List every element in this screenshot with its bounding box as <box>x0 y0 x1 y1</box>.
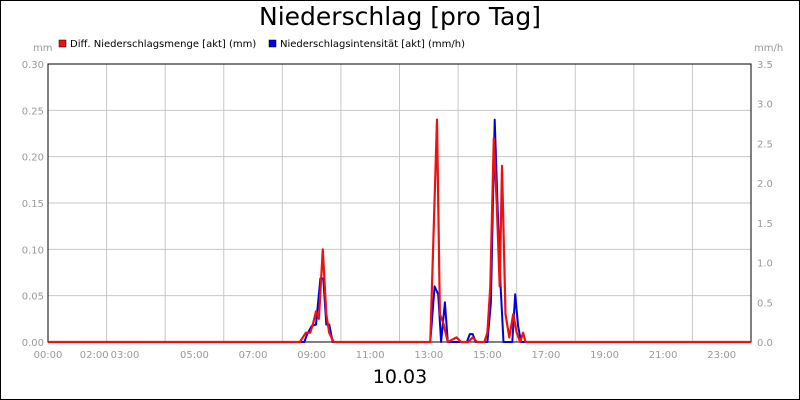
series-line-niederschlagsmenge <box>48 118 751 344</box>
date-label: 10.03 <box>372 366 428 388</box>
y-right-unit-label: mm/h <box>754 43 783 54</box>
x-tick-label: 09:00 <box>297 350 326 361</box>
legend-swatch-intensitaet <box>268 39 277 48</box>
grid-lines <box>47 63 752 343</box>
chart-title: Niederschlag [pro Tag] <box>259 2 541 31</box>
x-tick-label: 15:00 <box>473 350 502 361</box>
x-tick-label: 19:00 <box>590 350 619 361</box>
y-right-tick-label: 0.5 <box>757 298 773 309</box>
legend-label-mengen: Diff. Niederschlagsmenge [akt] (mm) <box>70 39 256 50</box>
y-right-tick-label: 3.0 <box>757 100 773 111</box>
x-tick-label: 00:00 <box>34 350 63 361</box>
y-left-tick-label: 0.05 <box>22 292 44 303</box>
data-series <box>48 118 751 344</box>
y-left-tick-label: 0.15 <box>22 199 44 210</box>
x-tick-label: 11:00 <box>356 350 385 361</box>
y-right-tick-labels: 0.0 0.5 1.0 1.5 2.0 2.5 3.0 3.5 <box>757 60 773 349</box>
x-tick-labels: 00:00 02:00 03:00 05:00 07:00 09:00 11:00 13:00… <box>34 350 737 361</box>
y-left-tick-label: 0.20 <box>22 153 44 164</box>
y-right-tick-label: 1.0 <box>757 259 773 270</box>
x-tick-label: 02:00 <box>80 350 109 361</box>
y-left-tick-labels: 0.00 0.05 0.10 0.15 0.20 0.25 0.30 <box>22 60 44 349</box>
y-left-tick-label: 0.30 <box>22 60 44 71</box>
y-left-tick-label: 0.00 <box>22 338 44 349</box>
y-right-tick-label: 3.5 <box>757 60 773 71</box>
y-right-tick-label: 2.5 <box>757 139 773 150</box>
x-tick-label: 03:00 <box>111 350 140 361</box>
y-left-unit-label: mm <box>33 43 52 54</box>
x-tick-label: 21:00 <box>649 350 678 361</box>
x-tick-label: 23:00 <box>707 350 736 361</box>
legend: Diff. Niederschlagsmenge [akt] (mm) Nied… <box>58 39 465 50</box>
x-tick-label: 17:00 <box>532 350 561 361</box>
y-right-tick-label: 1.5 <box>757 219 773 230</box>
legend-label-intensitaet: Niederschlagsintensität [akt] (mm/h) <box>280 39 465 50</box>
y-left-tick-label: 0.10 <box>22 245 44 256</box>
y-right-tick-label: 2.0 <box>757 179 773 190</box>
y-right-tick-label: 0.0 <box>757 338 773 349</box>
x-tick-label: 07:00 <box>239 350 268 361</box>
y-left-tick-label: 0.25 <box>22 106 44 117</box>
x-tick-label: 05:00 <box>180 350 209 361</box>
x-tick-label: 13:00 <box>414 350 443 361</box>
legend-swatch-mengen <box>58 39 67 48</box>
